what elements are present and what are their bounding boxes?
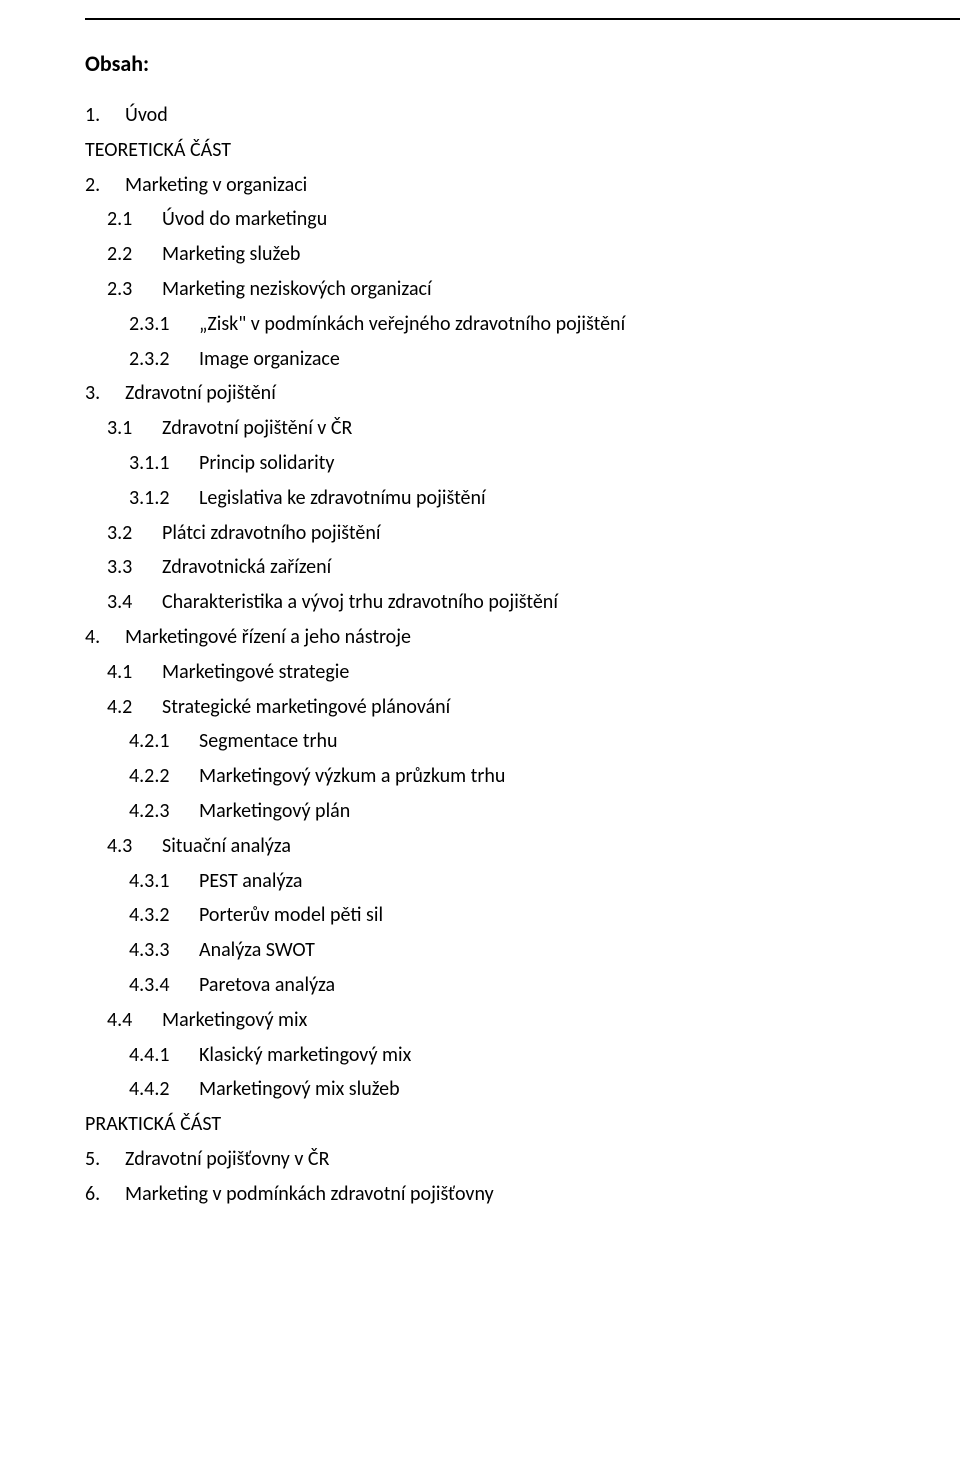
toc-entry-number: 5. (85, 1149, 125, 1169)
toc-row: 1.Úvod- 1 - (85, 105, 960, 125)
toc-entry-label: Marketing služeb (162, 244, 300, 264)
toc-entry-number: 3.3 (107, 557, 162, 577)
toc-row: 2.1Úvod do marketingu- 3 - (85, 209, 960, 229)
toc-row: 4.2.2Marketingový výzkum a průzkum trhu-… (85, 766, 960, 786)
toc-row: 4.4.2Marketingový mix služeb- 24 - (85, 1079, 960, 1099)
toc-row: 3.Zdravotní pojištění- 9 - (85, 383, 960, 403)
toc-row: 2.Marketing v organizaci- 3 - (85, 175, 960, 195)
toc-entry-number: 4.4.1 (129, 1045, 199, 1065)
toc-row: 2.3.2Image organizace- 8 - (85, 349, 960, 369)
toc-entry-label: Segmentace trhu (199, 731, 337, 751)
toc-entry-label: PRAKTICKÁ ČÁST (85, 1114, 221, 1134)
toc-entry-number: 4.2 (107, 697, 162, 717)
toc-entry-number: 4.3.4 (129, 975, 199, 995)
toc-row: 2.3Marketing neziskových organizací- 7 - (85, 279, 960, 299)
toc-entry-number: 4.3.3 (129, 940, 199, 960)
toc-entry-label: Image organizace (199, 349, 340, 369)
toc-entry-label: TEORETICKÁ ČÁST (85, 140, 231, 160)
toc-entry-number: 4.4 (107, 1010, 162, 1030)
toc-row: 4.3.4Paretova analýza- 23 - (85, 975, 960, 995)
toc-entry-label: Marketingový mix služeb (199, 1079, 400, 1099)
toc-entry-label: PEST analýza (199, 871, 303, 891)
toc-entry-label: Situační analýza (162, 836, 291, 856)
toc-entry-label: Klasický marketingový mix (199, 1045, 411, 1065)
toc-entry-label: Strategické marketingové plánování (162, 697, 450, 717)
toc-entry-number: 4.3.2 (129, 905, 199, 925)
toc-entry-label: Marketingový plán (199, 801, 350, 821)
toc-row: 3.2Plátci zdravotního pojištění- 11 - (85, 523, 960, 543)
toc-row: 2.3.1„Zisk" v podmínkách veřejného zdrav… (85, 314, 960, 334)
toc-entry-label: Marketingové řízení a jeho nástroje (125, 627, 411, 647)
toc-row: 4.3.3Analýza SWOT- 22 - (85, 940, 960, 960)
toc-entry-label: Princip solidarity (199, 453, 334, 473)
toc-entry-label: Analýza SWOT (199, 940, 315, 960)
toc-entry-label: Zdravotní pojištění v ČR (162, 418, 352, 438)
toc-entry-label: Marketing v organizaci (125, 175, 307, 195)
toc-entry-number: 3.4 (107, 592, 162, 612)
toc-row: 4.3Situační analýza- 19 - (85, 836, 960, 856)
toc-entry-number: 4.2.2 (129, 766, 199, 786)
toc-entry-number: 4.3.1 (129, 871, 199, 891)
toc-row: 4.2.1Segmentace trhu- 17 - (85, 731, 960, 751)
toc-row: 4.4Marketingový mix- 23 - (85, 1010, 960, 1030)
toc-row: 3.1Zdravotní pojištění v ČR- 9 - (85, 418, 960, 438)
toc-entry-number: 2.2 (107, 244, 162, 264)
toc-entry-number: 3.2 (107, 523, 162, 543)
toc-row: 4.1Marketingové strategie- 16 - (85, 662, 960, 682)
toc-row: 4.3.1PEST analýza- 20 - (85, 871, 960, 891)
toc-row: 4.4.1Klasický marketingový mix- 23 - (85, 1045, 960, 1065)
toc-entry-number: 3. (85, 383, 125, 403)
toc-entry-number: 4.3 (107, 836, 162, 856)
page-title: Obsah: (85, 50, 960, 77)
toc-entry-label: Úvod do marketingu (162, 209, 327, 229)
toc-entry-number: 6. (85, 1184, 125, 1204)
toc-entry-label: Charakteristika a vývoj trhu zdravotního… (162, 592, 558, 612)
toc-row: TEORETICKÁ ČÁST- 3 - (85, 140, 960, 160)
toc-entry-number: 3.1 (107, 418, 162, 438)
toc-row: 4.3.2Porterův model pěti sil- 21 - (85, 905, 960, 925)
toc-entry-label: Marketingový výzkum a průzkum trhu (199, 766, 505, 786)
toc-row: 6.Marketing v podmínkách zdravotní pojiš… (85, 1184, 960, 1204)
toc-entry-number: 4. (85, 627, 125, 647)
toc-row: 3.3Zdravotnická zařízení- 12 - (85, 557, 960, 577)
toc-entry-number: 4.4.2 (129, 1079, 199, 1099)
toc-entry-label: Plátci zdravotního pojištění (162, 523, 380, 543)
toc-row: 3.1.1Princip solidarity- 10 - (85, 453, 960, 473)
toc-entry-label: Zdravotní pojištění (125, 383, 276, 403)
toc-entry-label: Paretova analýza (199, 975, 335, 995)
toc-entry-label: Legislativa ke zdravotnímu pojištění (199, 488, 486, 508)
toc-container: 1.Úvod- 1 -TEORETICKÁ ČÁST- 3 -2.Marketi… (85, 105, 960, 1204)
toc-row: 2.2Marketing služeb- 4 - (85, 244, 960, 264)
toc-entry-label: Marketing neziskových organizací (162, 279, 432, 299)
toc-row: 3.4Charakteristika a vývoj trhu zdravotn… (85, 592, 960, 612)
toc-entry-number: 3.1.2 (129, 488, 199, 508)
toc-row: 5.Zdravotní pojišťovny v ČR- 26 - (85, 1149, 960, 1169)
toc-row: 4.2Strategické marketingové plánování- 1… (85, 697, 960, 717)
toc-entry-label: Porterův model pěti sil (199, 905, 383, 925)
toc-entry-label: „Zisk" v podmínkách veřejného zdravotníh… (199, 314, 625, 334)
toc-entry-label: Zdravotnická zařízení (162, 557, 331, 577)
toc-entry-number: 4.1 (107, 662, 162, 682)
toc-entry-number: 2.3.1 (129, 314, 199, 334)
toc-entry-label: Úvod (125, 105, 168, 125)
toc-entry-label: Marketingové strategie (162, 662, 349, 682)
top-rule (85, 18, 960, 20)
toc-row: 4.Marketingové řízení a jeho nástroje- 1… (85, 627, 960, 647)
toc-entry-number: 2.3 (107, 279, 162, 299)
toc-entry-number: 2.1 (107, 209, 162, 229)
toc-entry-number: 4.2.3 (129, 801, 199, 821)
toc-row: PRAKTICKÁ ČÁST- 26 - (85, 1114, 960, 1134)
toc-row: 4.2.3Marketingový plán- 18 - (85, 801, 960, 821)
toc-entry-number: 3.1.1 (129, 453, 199, 473)
toc-entry-number: 2. (85, 175, 125, 195)
toc-entry-label: Marketingový mix (162, 1010, 307, 1030)
toc-entry-number: 4.2.1 (129, 731, 199, 751)
toc-entry-number: 2.3.2 (129, 349, 199, 369)
toc-row: 3.1.2Legislativa ke zdravotnímu pojištěn… (85, 488, 960, 508)
toc-entry-label: Marketing v podmínkách zdravotní pojišťo… (125, 1184, 494, 1204)
toc-entry-number: 1. (85, 105, 125, 125)
toc-entry-label: Zdravotní pojišťovny v ČR (125, 1149, 329, 1169)
